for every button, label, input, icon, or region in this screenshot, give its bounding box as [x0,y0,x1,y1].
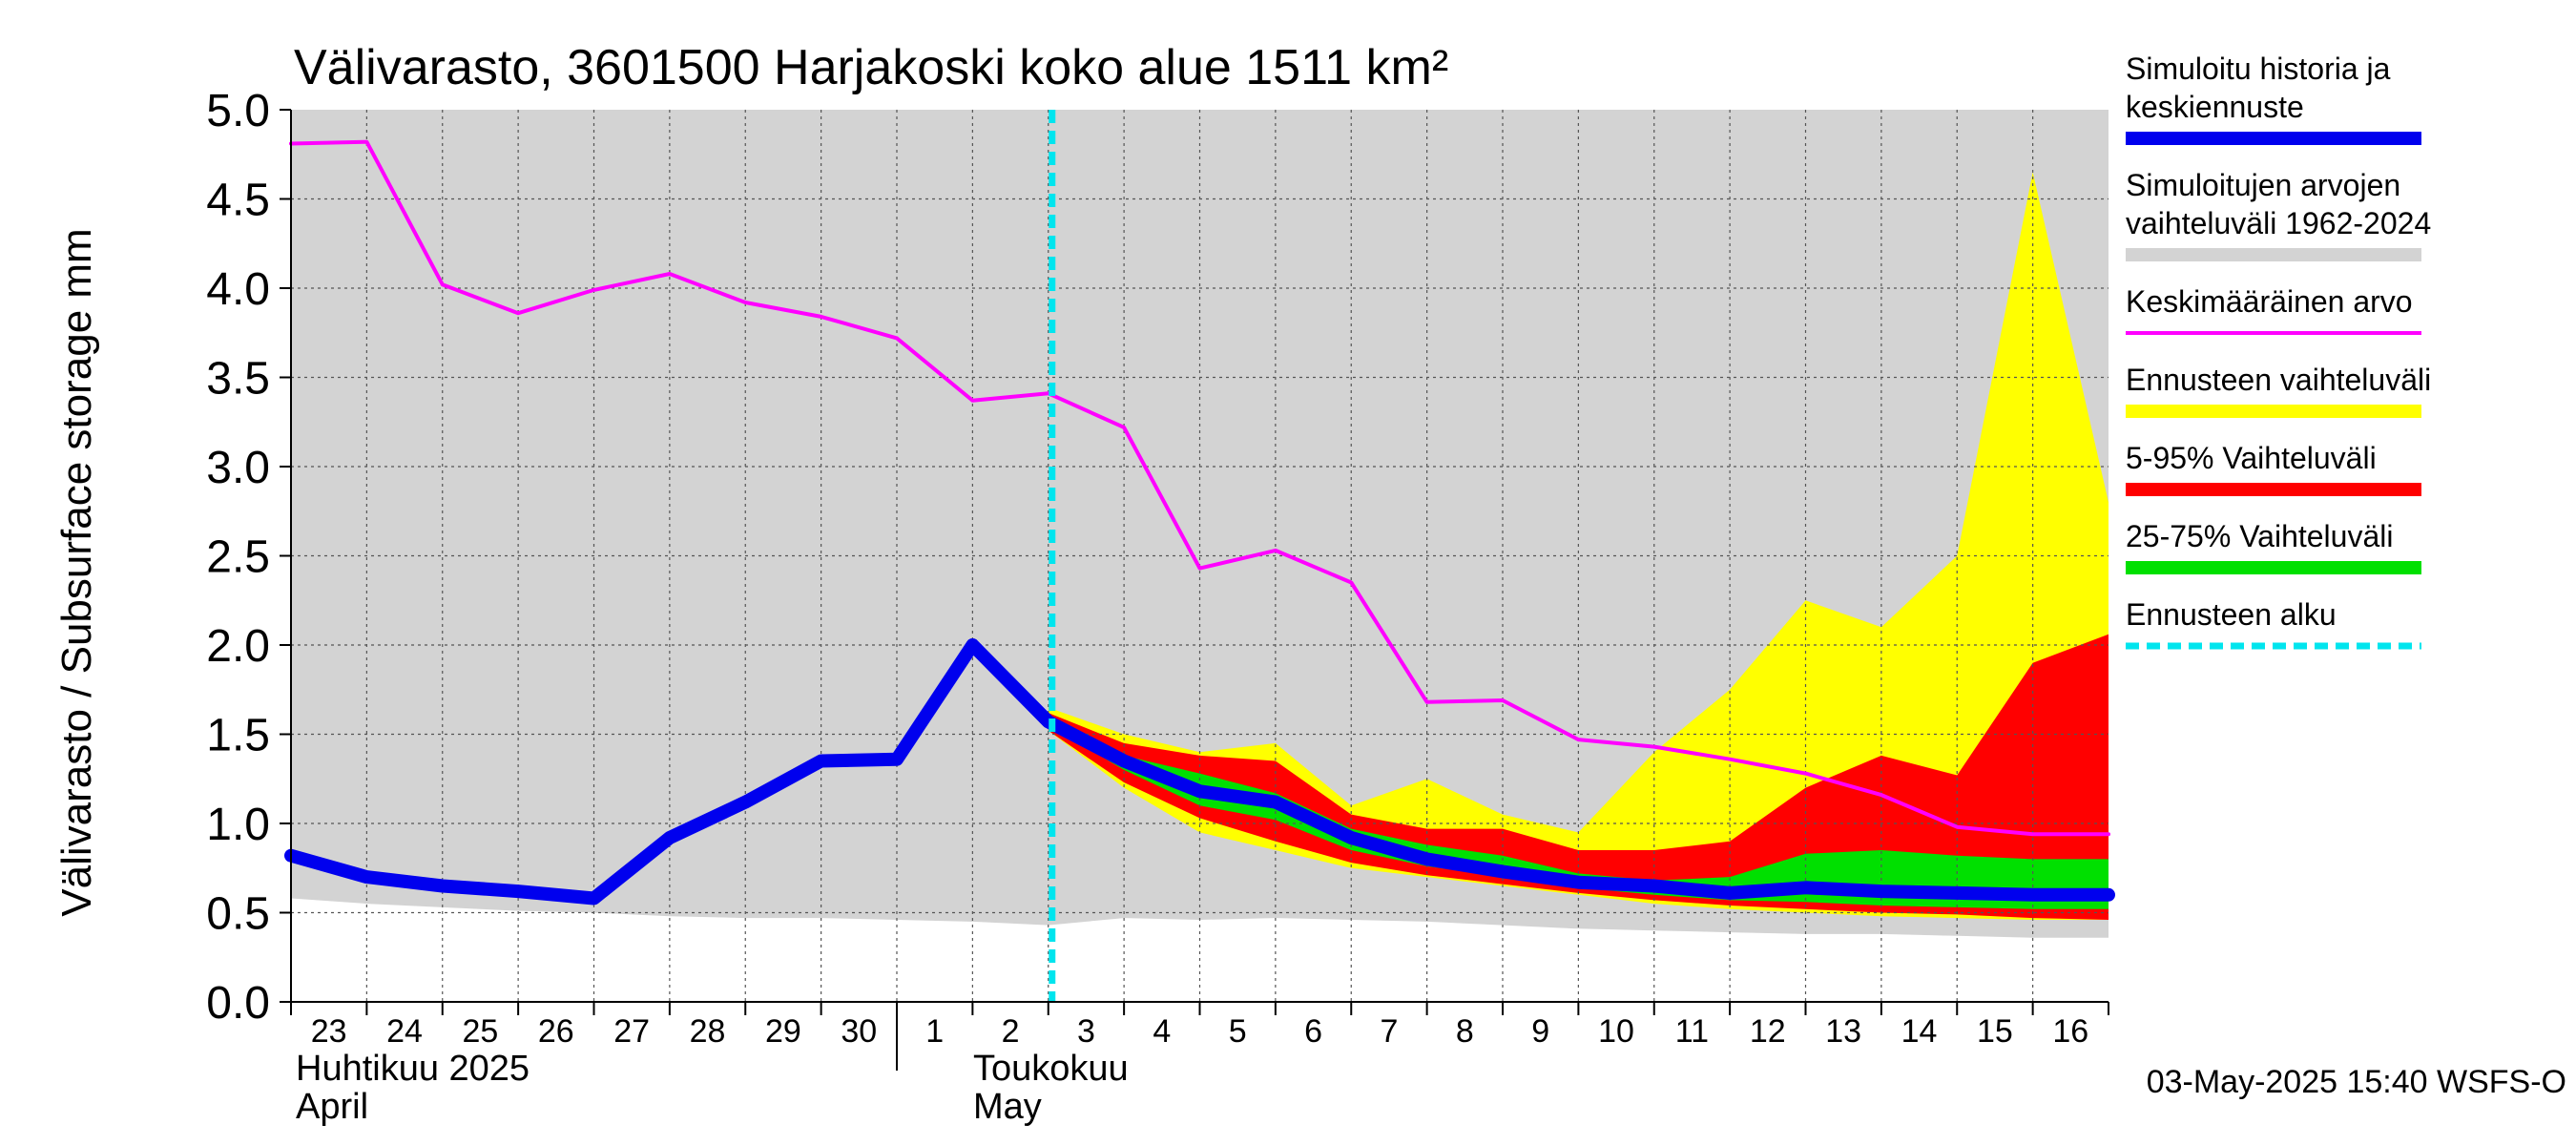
legend-label: Simuloitu historia ja [2126,52,2391,86]
chart-title: Välivarasto, 3601500 Harjakoski koko alu… [294,40,1448,95]
y-tick-label: 4.0 [206,264,270,315]
x-tick-label: 23 [311,1013,347,1050]
x-tick-label: 6 [1304,1013,1322,1050]
x-tick-label: 4 [1153,1013,1171,1050]
y-tick-label: 1.0 [206,800,270,850]
x-tick-label: 15 [1977,1013,2013,1050]
plot-area: 0.00.51.01.52.02.53.03.54.04.55.023 24 25 2… [206,86,2115,1127]
y-tick-label: 2.0 [206,621,270,672]
legend-label: vaihteluväli 1962-2024 [2126,206,2431,240]
y-tick-label: 1.5 [206,711,270,761]
y-tick-label: 2.5 [206,532,270,583]
y-tick-label: 3.0 [206,443,270,493]
x-tick-label: 7 [1380,1013,1398,1050]
x-tick-label: 14 [1901,1013,1938,1050]
forecast-range-band [1048,172,2109,920]
historical-range-band [291,110,2109,938]
x-tick-label: 24 [386,1013,423,1050]
x-tick-label: 29 [765,1013,801,1050]
x-tick-label: 13 [1825,1013,1861,1050]
legend: Simuloitu historia ja keskiennuste Simuloi… [2126,52,2431,650]
forecast-25-75-band [1048,716,2109,909]
mean-value-line [289,139,2110,837]
x-tick-label: 11 [1675,1013,1709,1050]
legend-label: Keskimääräinen arvo [2126,284,2413,319]
y-axis-label: Välivarasto / Subsurface storage mm [53,228,100,916]
x-tick-label: 3 [1077,1013,1095,1050]
y-tick-label: 5.0 [206,86,270,136]
legend-label: Ennusteen vaihteluväli [2126,363,2431,397]
month-label-en: April [296,1087,368,1127]
x-tick-label: 2 [1002,1013,1020,1050]
x-tick-label: 10 [1598,1013,1634,1050]
forecast-5-95-band [1048,634,2109,920]
month-label-en: May [973,1087,1042,1127]
x-tick-label: 12 [1750,1013,1786,1050]
x-tick-label: 9 [1531,1013,1549,1050]
legend-label: Ennusteen alku [2126,597,2337,632]
footer-timestamp: 03-May-2025 15:40 WSFS-O [2147,1064,2566,1100]
y-tick-label: 4.5 [206,176,270,226]
month-label-fi: Toukokuu [973,1049,1129,1089]
x-tick-label: 8 [1456,1013,1474,1050]
x-tick-label: 16 [2052,1013,2088,1050]
legend-label: Simuloitujen arvojen [2126,168,2400,202]
month-label-fi: Huhtikuu 2025 [296,1049,530,1089]
legend-label: keskiennuste [2126,90,2304,124]
x-tick-label: 1 [925,1013,944,1050]
x-tick-label: 5 [1229,1013,1247,1050]
legend-label: 5-95% Vaihteluväli [2126,441,2377,475]
x-tick-label: 28 [690,1013,726,1050]
x-tick-label: 26 [538,1013,574,1050]
legend-label: 25-75% Vaihteluväli [2126,519,2393,553]
x-tick-label: 25 [463,1013,499,1050]
y-tick-label: 0.5 [206,889,270,940]
y-tick-label: 0.0 [206,978,270,1029]
x-tick-label: 27 [613,1013,650,1050]
x-tick-label: 30 [841,1013,877,1050]
simulated-history-line [284,638,2115,906]
y-tick-label: 3.5 [206,354,270,405]
